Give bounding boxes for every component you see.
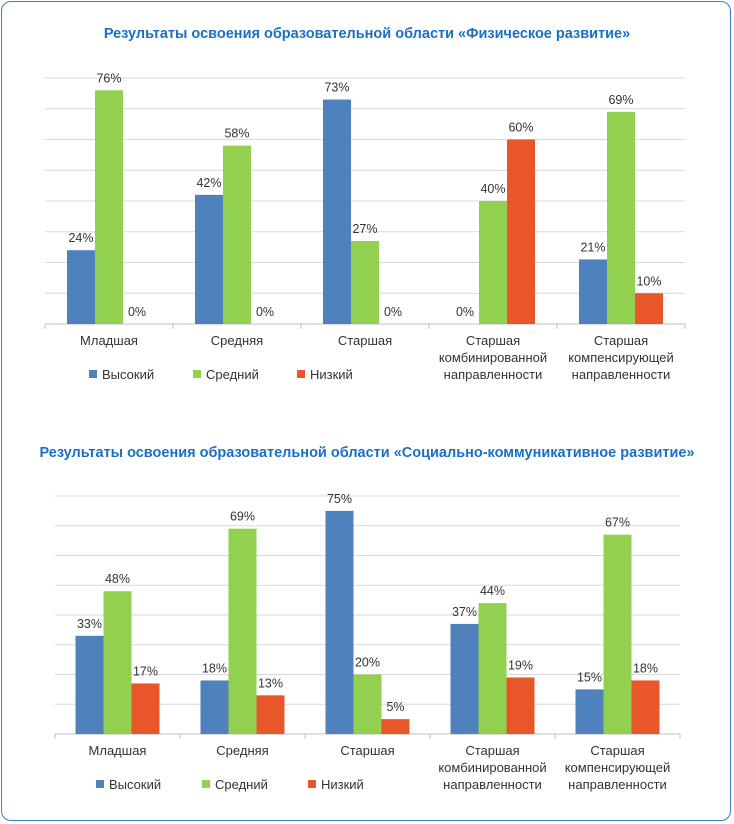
bar bbox=[351, 240, 379, 324]
legend-label: Средний bbox=[206, 367, 259, 382]
bar bbox=[631, 680, 660, 734]
category-label: Старшая bbox=[340, 743, 394, 758]
data-label: 21% bbox=[580, 240, 605, 254]
legend-label: Высокий bbox=[109, 777, 161, 792]
legend-label: Средний bbox=[215, 777, 268, 792]
bar bbox=[325, 510, 354, 734]
data-label: 20% bbox=[355, 656, 380, 670]
bar bbox=[479, 201, 507, 324]
category-label: Средняя bbox=[216, 743, 268, 758]
data-label: 15% bbox=[577, 670, 602, 684]
bar bbox=[353, 674, 382, 734]
bar bbox=[506, 677, 535, 734]
data-label: 18% bbox=[202, 661, 227, 675]
data-label: 10% bbox=[636, 274, 661, 288]
category-label: Старшая компенсирующей направленности bbox=[568, 333, 674, 382]
data-label: 60% bbox=[508, 121, 533, 135]
bar bbox=[635, 293, 663, 324]
data-label: 42% bbox=[196, 176, 221, 190]
chart-title-social: Результаты освоения образовательной обла… bbox=[39, 445, 695, 461]
data-label: 0% bbox=[456, 305, 474, 319]
bar bbox=[450, 623, 479, 734]
bar bbox=[579, 259, 607, 324]
bar bbox=[67, 250, 95, 324]
legend-swatch bbox=[89, 370, 97, 378]
data-label: 48% bbox=[105, 572, 130, 586]
category-label: Старшая bbox=[338, 333, 392, 348]
category-label: Младшая bbox=[89, 743, 147, 758]
bar bbox=[95, 90, 123, 324]
data-label: 67% bbox=[605, 516, 630, 530]
bar bbox=[131, 683, 160, 734]
data-label: 40% bbox=[480, 182, 505, 196]
data-label: 33% bbox=[77, 617, 102, 631]
category-label: Старшая компенсирующей направленности bbox=[565, 743, 671, 792]
bar bbox=[200, 680, 229, 734]
bar bbox=[603, 534, 632, 734]
data-label: 73% bbox=[324, 81, 349, 95]
bar bbox=[575, 689, 604, 734]
data-label: 27% bbox=[352, 222, 377, 236]
data-label: 69% bbox=[608, 93, 633, 107]
data-label: 75% bbox=[327, 492, 352, 506]
data-label: 69% bbox=[230, 510, 255, 524]
data-label: 44% bbox=[480, 584, 505, 598]
data-label: 0% bbox=[256, 305, 274, 319]
legend-label: Низкий bbox=[321, 777, 364, 792]
legend-swatch bbox=[96, 780, 104, 788]
legend-swatch bbox=[308, 780, 316, 788]
data-label: 76% bbox=[96, 71, 121, 85]
bar bbox=[478, 603, 507, 734]
data-label: 19% bbox=[508, 658, 533, 672]
bar bbox=[103, 591, 132, 734]
data-label: 58% bbox=[224, 127, 249, 141]
data-label: 0% bbox=[384, 305, 402, 319]
legend-swatch bbox=[202, 780, 210, 788]
category-label: Старшая комбинированной направленности bbox=[438, 743, 546, 792]
bar bbox=[195, 194, 223, 324]
data-label: 5% bbox=[386, 700, 404, 714]
category-label: Средняя bbox=[211, 333, 263, 348]
chart-title-physical: Результаты освоения образовательной обла… bbox=[103, 26, 631, 42]
data-label: 37% bbox=[452, 605, 477, 619]
legend-swatch bbox=[193, 370, 201, 378]
bar bbox=[381, 719, 410, 734]
bar bbox=[507, 139, 535, 324]
bar bbox=[323, 99, 351, 325]
bar bbox=[223, 145, 251, 324]
category-label: Младшая bbox=[80, 333, 138, 348]
bar-chart-social: 33% 48% 17% Младшая 18% 69% 13% Средняя 75% 20% 5%… bbox=[54, 492, 681, 792]
legend-swatch bbox=[297, 370, 305, 378]
bar bbox=[75, 635, 104, 734]
legend-label: Высокий bbox=[102, 367, 154, 382]
data-label: 17% bbox=[133, 664, 158, 678]
data-label: 13% bbox=[258, 676, 283, 690]
bar bbox=[607, 111, 635, 324]
category-label: Старшая комбинированной направленности bbox=[439, 333, 547, 382]
bar bbox=[256, 695, 285, 734]
legend-label: Низкий bbox=[310, 367, 353, 382]
data-label: 24% bbox=[68, 231, 93, 245]
bar bbox=[228, 528, 257, 734]
data-label: 0% bbox=[128, 305, 146, 319]
bar-chart-physical: 24% 76% 0% Младшая 42% 58% 0% Средняя 73% 27% 0% Ст… bbox=[44, 71, 686, 382]
data-label: 18% bbox=[633, 661, 658, 675]
